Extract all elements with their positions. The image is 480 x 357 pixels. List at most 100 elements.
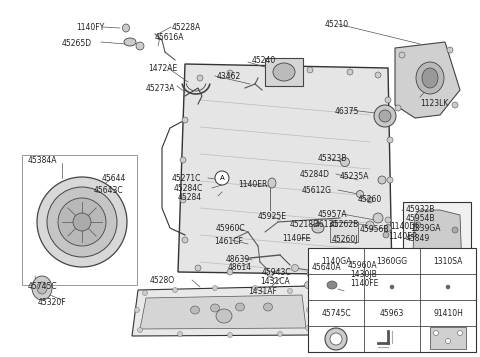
Ellipse shape	[340, 157, 349, 166]
Ellipse shape	[197, 75, 203, 81]
Ellipse shape	[375, 288, 389, 302]
Ellipse shape	[347, 269, 353, 275]
Ellipse shape	[172, 287, 178, 292]
Polygon shape	[140, 295, 306, 329]
Text: 91410H: 91410H	[433, 308, 463, 317]
Ellipse shape	[307, 67, 313, 73]
Text: 45956B: 45956B	[360, 225, 389, 234]
Ellipse shape	[305, 326, 311, 331]
Ellipse shape	[412, 262, 418, 268]
Ellipse shape	[236, 303, 244, 311]
Ellipse shape	[416, 62, 444, 94]
Text: 1140FE: 1140FE	[350, 279, 378, 288]
Ellipse shape	[367, 197, 373, 203]
Text: 45320F: 45320F	[38, 298, 67, 307]
FancyBboxPatch shape	[403, 202, 471, 282]
Text: 45260J: 45260J	[332, 235, 359, 244]
Text: 45960A: 45960A	[348, 261, 378, 270]
Text: 46131: 46131	[315, 220, 339, 229]
Ellipse shape	[452, 102, 458, 108]
Text: 45218D: 45218D	[290, 220, 320, 229]
Text: 1140EP: 1140EP	[388, 232, 417, 241]
Text: 1461CF: 1461CF	[214, 237, 243, 246]
Ellipse shape	[375, 72, 381, 78]
Text: 46375: 46375	[335, 107, 360, 116]
Text: 45932B: 45932B	[406, 205, 435, 214]
Ellipse shape	[277, 332, 283, 337]
Ellipse shape	[227, 70, 233, 76]
Text: 1472AE: 1472AE	[148, 64, 177, 73]
Text: 1140DJ: 1140DJ	[390, 222, 418, 231]
Text: 1310SA: 1310SA	[433, 256, 463, 266]
Ellipse shape	[291, 265, 299, 272]
Polygon shape	[178, 64, 392, 275]
Text: 45284: 45284	[178, 193, 202, 202]
FancyBboxPatch shape	[330, 222, 358, 242]
Ellipse shape	[73, 213, 91, 231]
Text: 45745C: 45745C	[28, 282, 58, 291]
Text: 45640A: 45640A	[312, 263, 342, 272]
Ellipse shape	[452, 227, 458, 233]
Ellipse shape	[447, 47, 453, 53]
Ellipse shape	[122, 24, 130, 32]
Ellipse shape	[47, 187, 117, 257]
Ellipse shape	[384, 225, 392, 231]
Ellipse shape	[383, 232, 389, 238]
Ellipse shape	[445, 338, 451, 343]
Ellipse shape	[330, 333, 342, 345]
Ellipse shape	[215, 171, 229, 185]
Ellipse shape	[382, 257, 388, 263]
Ellipse shape	[264, 303, 273, 311]
Ellipse shape	[373, 213, 383, 223]
Ellipse shape	[395, 105, 401, 111]
Ellipse shape	[267, 271, 273, 277]
Ellipse shape	[422, 68, 438, 88]
Ellipse shape	[378, 176, 386, 184]
Ellipse shape	[366, 221, 374, 229]
Text: 1431CA: 1431CA	[260, 277, 290, 286]
Ellipse shape	[457, 262, 463, 268]
Ellipse shape	[307, 307, 312, 312]
Ellipse shape	[268, 178, 276, 188]
Ellipse shape	[415, 222, 421, 228]
Ellipse shape	[124, 38, 136, 46]
Ellipse shape	[137, 327, 143, 332]
Ellipse shape	[399, 52, 405, 58]
Ellipse shape	[357, 265, 363, 272]
Text: 45960C: 45960C	[216, 224, 246, 233]
Ellipse shape	[143, 291, 147, 296]
Ellipse shape	[134, 307, 140, 312]
Ellipse shape	[312, 223, 324, 233]
Ellipse shape	[387, 177, 393, 183]
Text: 45273A: 45273A	[146, 84, 176, 93]
Text: 1140FE: 1140FE	[282, 234, 311, 243]
Text: 45925E: 45925E	[258, 212, 287, 221]
Ellipse shape	[357, 191, 363, 197]
Text: 45644: 45644	[102, 174, 126, 183]
Ellipse shape	[390, 285, 394, 289]
Text: 45943C: 45943C	[262, 268, 292, 277]
Ellipse shape	[387, 137, 393, 143]
Text: 45323B: 45323B	[318, 154, 348, 163]
Ellipse shape	[385, 97, 391, 103]
Ellipse shape	[180, 197, 186, 203]
Text: 1140ER: 1140ER	[238, 180, 267, 189]
Text: 43462: 43462	[217, 72, 241, 81]
Polygon shape	[412, 210, 462, 275]
Text: 1360GG: 1360GG	[376, 256, 408, 266]
Ellipse shape	[213, 286, 217, 291]
Text: 45240: 45240	[252, 56, 276, 65]
Ellipse shape	[252, 286, 257, 291]
Text: 45612G: 45612G	[302, 186, 332, 195]
Ellipse shape	[304, 282, 312, 288]
Text: 48639: 48639	[226, 255, 250, 264]
Ellipse shape	[227, 269, 233, 275]
Text: 45643C: 45643C	[94, 186, 124, 195]
Ellipse shape	[327, 281, 337, 289]
FancyBboxPatch shape	[265, 58, 303, 86]
Ellipse shape	[37, 177, 127, 267]
Ellipse shape	[385, 217, 391, 223]
Text: 1140FY: 1140FY	[76, 23, 104, 32]
Ellipse shape	[58, 198, 106, 246]
FancyBboxPatch shape	[308, 248, 476, 352]
